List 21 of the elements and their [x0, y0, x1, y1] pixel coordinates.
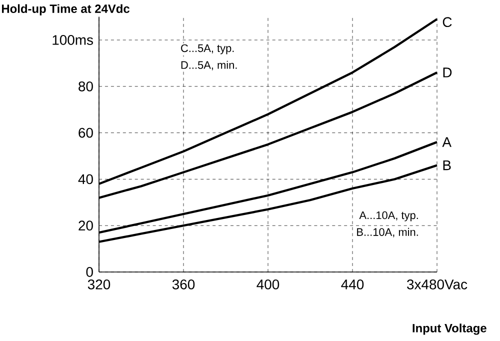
y-tick-label: 40	[78, 174, 93, 184]
x-tick-label: 400	[256, 279, 280, 290]
x-tick-label: 320	[88, 279, 110, 290]
y-tick-label: 100ms	[52, 35, 93, 45]
annotation: C...5A, typ.	[181, 44, 234, 54]
y-tick-label: 20	[78, 220, 93, 231]
y-tick-label: 0	[86, 267, 93, 277]
annotation: D...5A, min.	[181, 60, 237, 70]
x-tick-label: 3x480Vac	[407, 279, 468, 290]
y-tick-label: 60	[78, 128, 93, 138]
y-tick-label: 80	[78, 81, 93, 92]
x-axis-title: Input Voltage	[412, 324, 486, 335]
series-label: D	[443, 68, 452, 78]
annotation: A...10A, typ.	[359, 211, 418, 222]
chart-title: Hold-up Time at 24Vdc	[2, 4, 130, 16]
x-tick-label: 360	[172, 279, 195, 290]
annotation: B...10A, min.	[357, 228, 418, 238]
series-label: A	[442, 137, 452, 147]
series-label: C	[442, 17, 452, 28]
series-label: B	[443, 160, 451, 170]
x-tick-label: 440	[341, 279, 364, 290]
